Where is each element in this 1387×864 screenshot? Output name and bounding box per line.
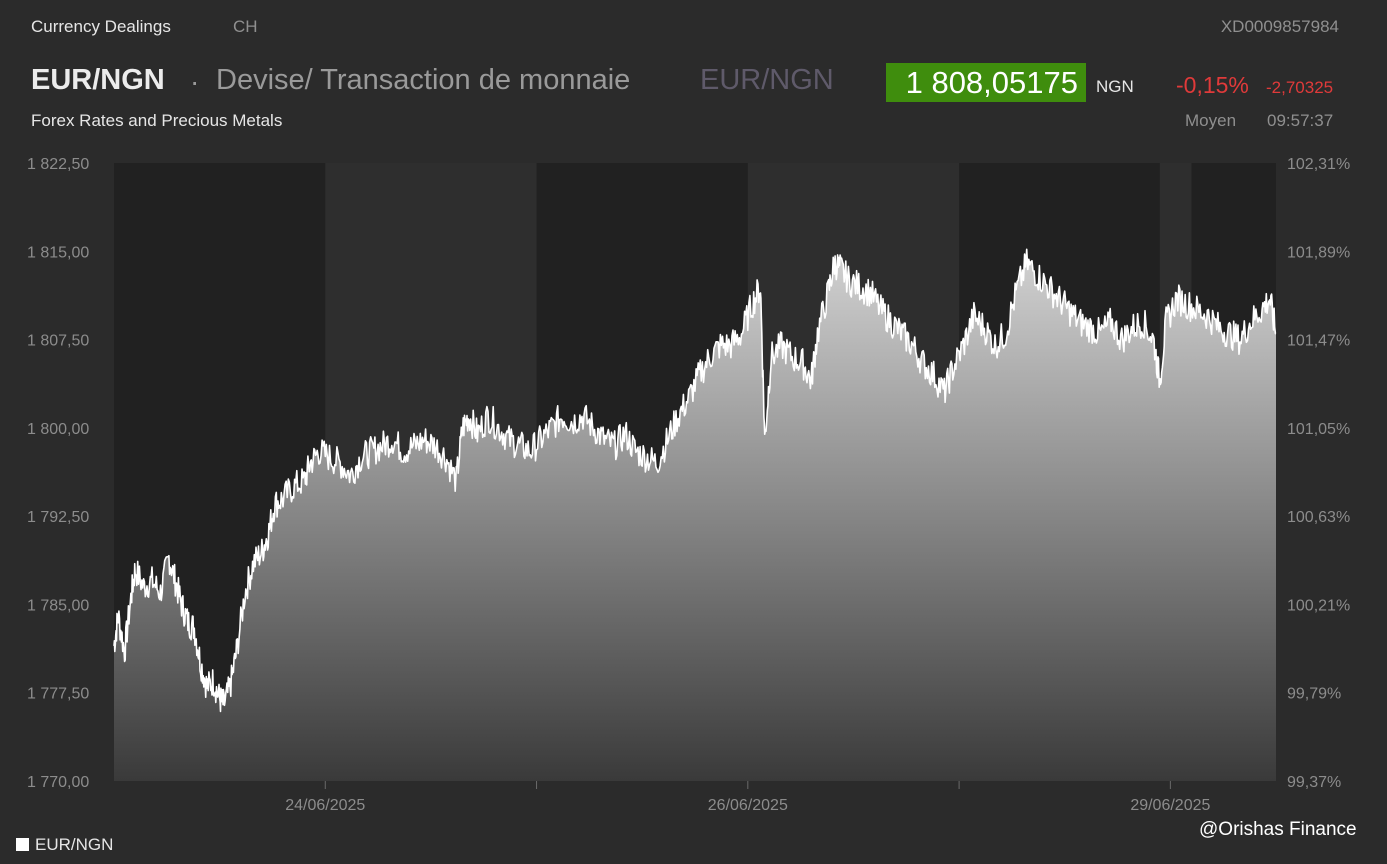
y2-tick-label: 102,31% [1287,156,1350,173]
y2-tick-label: 100,21% [1287,597,1350,614]
legend-label: EUR/NGN [35,835,114,854]
y2-tick-label: 101,89% [1287,244,1350,261]
currency-pair-secondary: EUR/NGN [700,64,834,96]
x-tick-label: 24/06/2025 [285,797,365,814]
change-absolute: -2,70325 [1266,78,1334,97]
change-percent: -0,15% [1176,72,1249,98]
credit-watermark: @Orishas Finance [1199,819,1357,840]
x-tick-label: 26/06/2025 [708,797,788,814]
quote-time: 09:57:37 [1267,111,1334,130]
x-tick-label: 29/06/2025 [1130,797,1210,814]
y2-tick-label: 101,47% [1287,333,1350,350]
y2-tick-label: 100,63% [1287,509,1350,526]
y2-tick-label: 99,79% [1287,686,1341,703]
price-unit: NGN [1096,77,1134,96]
series-line-eur-ngn [113,248,1277,713]
legend-swatch [16,838,29,851]
y-tick-label: 1 807,50 [27,333,89,350]
y-tick-label: 1 822,50 [27,156,89,173]
y2-tick-label: 99,37% [1287,774,1341,791]
y2-tick-label: 101,05% [1287,421,1350,438]
y-tick-label: 1 815,00 [27,244,89,261]
y-tick-label: 1 770,00 [27,774,89,791]
y-tick-label: 1 792,50 [27,509,89,526]
price-type: Moyen [1185,111,1237,130]
page-subtitle: Forex Rates and Precious Metals [31,111,283,130]
y-tick-label: 1 800,00 [27,421,89,438]
legend: EUR/NGN [16,835,113,855]
y-tick-label: 1 785,00 [27,597,89,614]
currency-pair: EUR/NGN [31,64,165,96]
series-area-eur-ngn [114,249,1276,782]
last-price: 1 808,05175 [886,63,1086,102]
title-separator: · [190,66,200,97]
instrument-description: Devise/ Transaction de monnaie [216,64,631,96]
instrument-id: XD0009857984 [1220,17,1339,36]
country-code: CH [233,17,258,36]
y-tick-label: 1 777,50 [27,686,89,703]
app-title: Currency Dealings [31,17,171,36]
